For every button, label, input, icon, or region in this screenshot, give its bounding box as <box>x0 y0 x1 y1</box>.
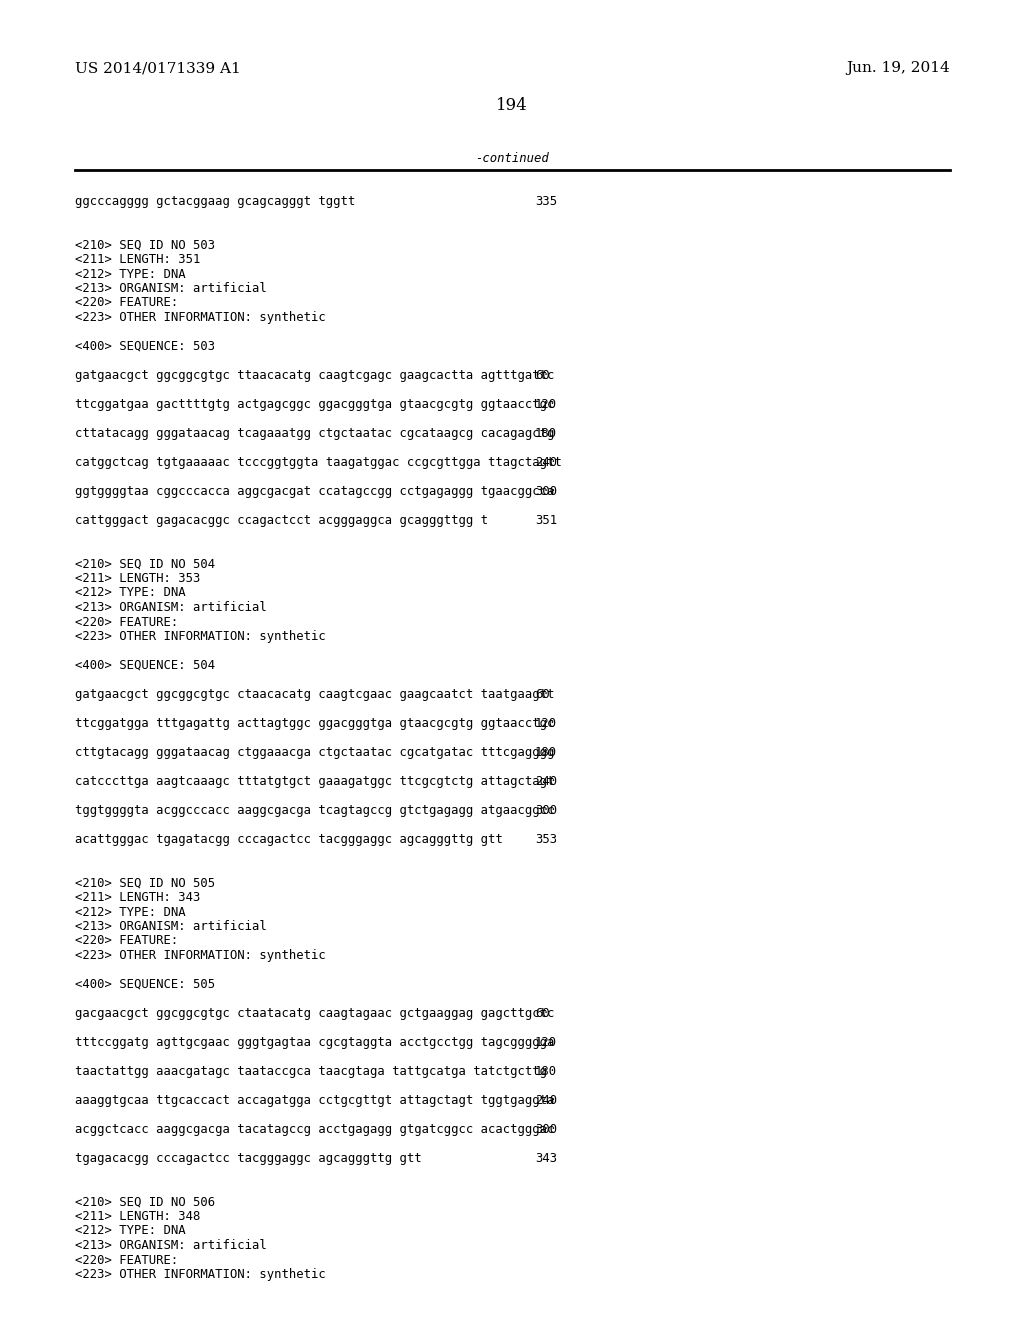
Text: 120: 120 <box>535 1036 557 1049</box>
Text: taactattgg aaacgatagc taataccgca taacgtaga tattgcatga tatctgcttg: taactattgg aaacgatagc taataccgca taacgta… <box>75 1065 547 1078</box>
Text: tgagacacgg cccagactcc tacgggaggc agcagggttg gtt: tgagacacgg cccagactcc tacgggaggc agcaggg… <box>75 1152 422 1166</box>
Text: US 2014/0171339 A1: US 2014/0171339 A1 <box>75 61 241 75</box>
Text: <210> SEQ ID NO 503: <210> SEQ ID NO 503 <box>75 239 215 252</box>
Text: tttccggatg agttgcgaac gggtgagtaa cgcgtaggta acctgcctgg tagcggggga: tttccggatg agttgcgaac gggtgagtaa cgcgtag… <box>75 1036 554 1049</box>
Text: <210> SEQ ID NO 506: <210> SEQ ID NO 506 <box>75 1196 215 1209</box>
Text: <212> TYPE: DNA: <212> TYPE: DNA <box>75 268 185 281</box>
Text: 240: 240 <box>535 775 557 788</box>
Text: <211> LENGTH: 353: <211> LENGTH: 353 <box>75 572 201 585</box>
Text: <400> SEQUENCE: 504: <400> SEQUENCE: 504 <box>75 659 215 672</box>
Text: gacgaacgct ggcggcgtgc ctaatacatg caagtagaac gctgaaggag gagcttgctc: gacgaacgct ggcggcgtgc ctaatacatg caagtag… <box>75 1007 554 1020</box>
Text: 180: 180 <box>535 746 557 759</box>
Text: <212> TYPE: DNA: <212> TYPE: DNA <box>75 586 185 599</box>
Text: 60: 60 <box>535 370 550 381</box>
Text: ggtggggtaa cggcccacca aggcgacgat ccatagccgg cctgagaggg tgaacggcca: ggtggggtaa cggcccacca aggcgacgat ccatagc… <box>75 484 554 498</box>
Text: Jun. 19, 2014: Jun. 19, 2014 <box>846 61 950 75</box>
Text: <223> OTHER INFORMATION: synthetic: <223> OTHER INFORMATION: synthetic <box>75 1269 326 1280</box>
Text: <220> FEATURE:: <220> FEATURE: <box>75 935 178 948</box>
Text: 351: 351 <box>535 513 557 527</box>
Text: catggctcag tgtgaaaaac tcccggtggta taagatggac ccgcgttgga ttagctagtt: catggctcag tgtgaaaaac tcccggtggta taagat… <box>75 455 562 469</box>
Text: <220> FEATURE:: <220> FEATURE: <box>75 615 178 628</box>
Text: <212> TYPE: DNA: <212> TYPE: DNA <box>75 1225 185 1238</box>
Text: 60: 60 <box>535 1007 550 1020</box>
Text: cttgtacagg gggataacag ctggaaacga ctgctaatac cgcatgatac tttcgagggg: cttgtacagg gggataacag ctggaaacga ctgctaa… <box>75 746 554 759</box>
Text: gatgaacgct ggcggcgtgc ctaacacatg caagtcgaac gaagcaatct taatgaagtt: gatgaacgct ggcggcgtgc ctaacacatg caagtcg… <box>75 688 554 701</box>
Text: ttcggatgaa gacttttgtg actgagcggc ggacgggtga gtaacgcgtg ggtaacctgc: ttcggatgaa gacttttgtg actgagcggc ggacggg… <box>75 399 554 411</box>
Text: <213> ORGANISM: artificial: <213> ORGANISM: artificial <box>75 282 266 294</box>
Text: <220> FEATURE:: <220> FEATURE: <box>75 297 178 309</box>
Text: ttcggatgga tttgagattg acttagtggc ggacgggtga gtaacgcgtg ggtaacctgc: ttcggatgga tttgagattg acttagtggc ggacggg… <box>75 717 554 730</box>
Text: 180: 180 <box>535 1065 557 1078</box>
Text: catcccttga aagtcaaagc tttatgtgct gaaagatggc ttcgcgtctg attagctagt: catcccttga aagtcaaagc tttatgtgct gaaagat… <box>75 775 554 788</box>
Text: <400> SEQUENCE: 505: <400> SEQUENCE: 505 <box>75 978 215 991</box>
Text: 300: 300 <box>535 804 557 817</box>
Text: 120: 120 <box>535 399 557 411</box>
Text: <212> TYPE: DNA: <212> TYPE: DNA <box>75 906 185 919</box>
Text: <213> ORGANISM: artificial: <213> ORGANISM: artificial <box>75 601 266 614</box>
Text: <223> OTHER INFORMATION: synthetic: <223> OTHER INFORMATION: synthetic <box>75 630 326 643</box>
Text: <223> OTHER INFORMATION: synthetic: <223> OTHER INFORMATION: synthetic <box>75 312 326 323</box>
Text: <213> ORGANISM: artificial: <213> ORGANISM: artificial <box>75 1239 266 1251</box>
Text: <213> ORGANISM: artificial: <213> ORGANISM: artificial <box>75 920 266 933</box>
Text: gatgaacgct ggcggcgtgc ttaacacatg caagtcgagc gaagcactta agtttgattc: gatgaacgct ggcggcgtgc ttaacacatg caagtcg… <box>75 370 554 381</box>
Text: cattgggact gagacacggc ccagactcct acgggaggca gcagggttgg t: cattgggact gagacacggc ccagactcct acgggag… <box>75 513 488 527</box>
Text: tggtggggta acggcccacc aaggcgacga tcagtagccg gtctgagagg atgaacggcc: tggtggggta acggcccacc aaggcgacga tcagtag… <box>75 804 554 817</box>
Text: 240: 240 <box>535 1094 557 1107</box>
Text: acggctcacc aaggcgacga tacatagccg acctgagagg gtgatcggcc acactgggac: acggctcacc aaggcgacga tacatagccg acctgag… <box>75 1123 554 1137</box>
Text: 60: 60 <box>535 688 550 701</box>
Text: aaaggtgcaa ttgcaccact accagatgga cctgcgttgt attagctagt tggtgaggta: aaaggtgcaa ttgcaccact accagatgga cctgcgt… <box>75 1094 554 1107</box>
Text: -continued: -continued <box>475 152 549 165</box>
Text: cttatacagg gggataacag tcagaaatgg ctgctaatac cgcataagcg cacagagctg: cttatacagg gggataacag tcagaaatgg ctgctaa… <box>75 426 554 440</box>
Text: <211> LENGTH: 348: <211> LENGTH: 348 <box>75 1210 201 1224</box>
Text: 194: 194 <box>496 96 528 114</box>
Text: ggcccagggg gctacggaag gcagcagggt tggtt: ggcccagggg gctacggaag gcagcagggt tggtt <box>75 195 355 209</box>
Text: <223> OTHER INFORMATION: synthetic: <223> OTHER INFORMATION: synthetic <box>75 949 326 962</box>
Text: <400> SEQUENCE: 503: <400> SEQUENCE: 503 <box>75 341 215 352</box>
Text: 335: 335 <box>535 195 557 209</box>
Text: <211> LENGTH: 343: <211> LENGTH: 343 <box>75 891 201 904</box>
Text: acattgggac tgagatacgg cccagactcc tacgggaggc agcagggttg gtt: acattgggac tgagatacgg cccagactcc tacggga… <box>75 833 503 846</box>
Text: <220> FEATURE:: <220> FEATURE: <box>75 1254 178 1266</box>
Text: 120: 120 <box>535 717 557 730</box>
Text: 300: 300 <box>535 1123 557 1137</box>
Text: 353: 353 <box>535 833 557 846</box>
Text: 240: 240 <box>535 455 557 469</box>
Text: 180: 180 <box>535 426 557 440</box>
Text: <210> SEQ ID NO 504: <210> SEQ ID NO 504 <box>75 557 215 570</box>
Text: 300: 300 <box>535 484 557 498</box>
Text: <210> SEQ ID NO 505: <210> SEQ ID NO 505 <box>75 876 215 890</box>
Text: 343: 343 <box>535 1152 557 1166</box>
Text: <211> LENGTH: 351: <211> LENGTH: 351 <box>75 253 201 267</box>
